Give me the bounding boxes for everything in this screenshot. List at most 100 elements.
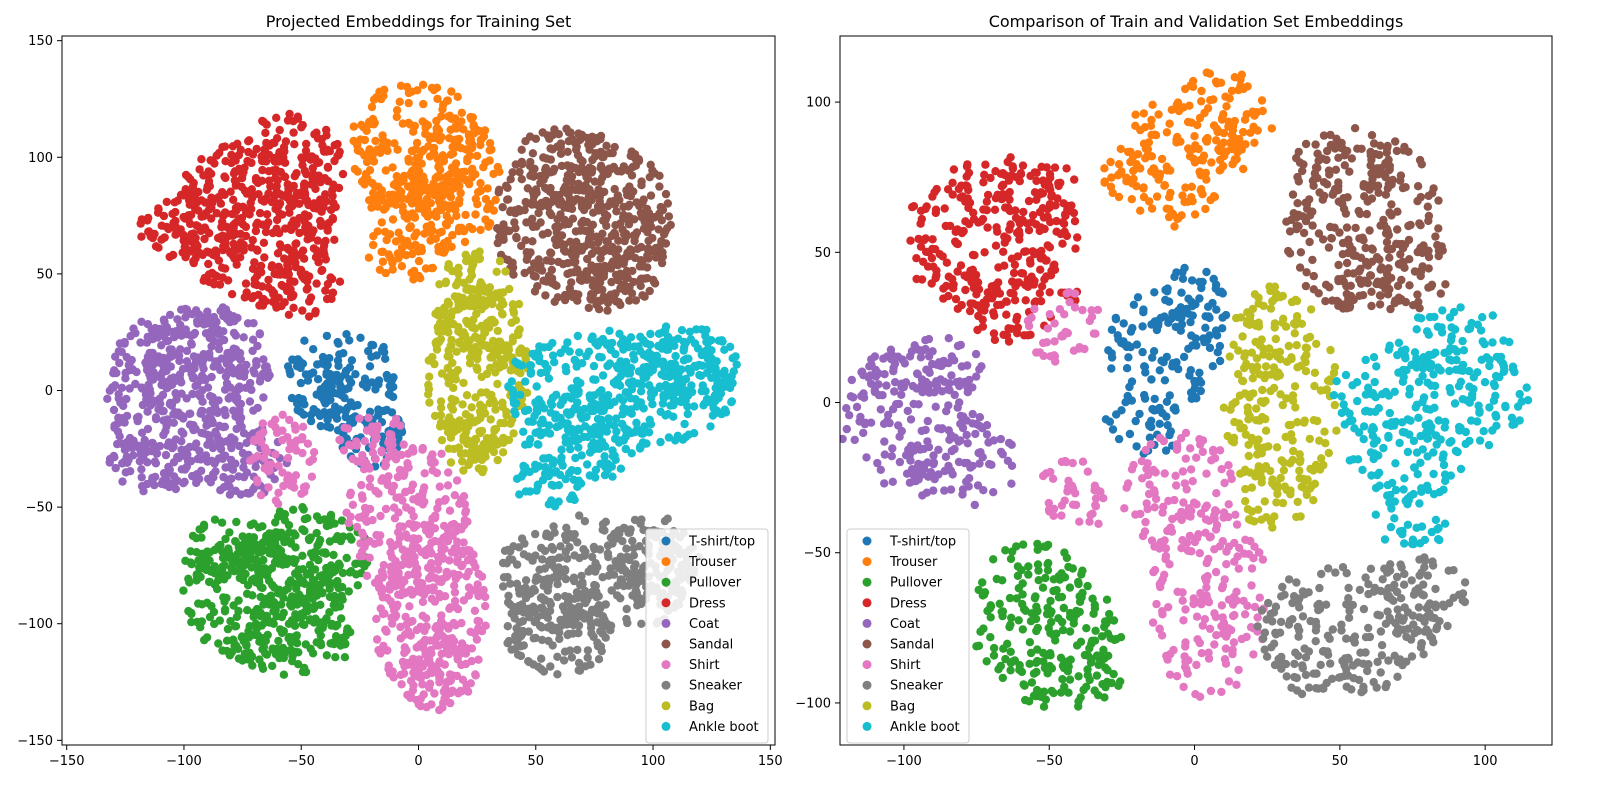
data-point bbox=[461, 410, 471, 419]
data-point bbox=[276, 625, 285, 634]
data-point bbox=[632, 198, 641, 207]
data-point bbox=[240, 637, 249, 646]
data-point bbox=[214, 542, 223, 551]
data-point bbox=[322, 614, 331, 623]
data-point bbox=[606, 264, 616, 273]
data-point bbox=[396, 670, 405, 680]
data-point bbox=[575, 511, 584, 520]
data-point bbox=[403, 533, 412, 542]
data-point bbox=[473, 580, 482, 589]
data-point bbox=[498, 203, 507, 212]
data-point bbox=[166, 398, 175, 408]
data-point bbox=[399, 440, 408, 449]
data-point bbox=[501, 267, 510, 276]
data-point bbox=[189, 257, 198, 266]
data-point bbox=[417, 159, 426, 168]
data-point bbox=[521, 137, 530, 146]
data-point bbox=[248, 346, 257, 356]
data-point bbox=[352, 441, 361, 450]
data-point bbox=[348, 454, 357, 464]
data-point bbox=[126, 467, 135, 476]
data-point bbox=[299, 180, 309, 189]
data-point bbox=[300, 336, 309, 345]
data-point bbox=[342, 553, 351, 563]
data-point bbox=[449, 383, 458, 393]
data-point bbox=[302, 139, 311, 149]
data-point bbox=[258, 282, 267, 291]
data-point bbox=[460, 237, 470, 247]
data-point bbox=[456, 328, 465, 337]
data-point bbox=[296, 268, 305, 278]
data-point bbox=[427, 594, 437, 603]
series-ankle-boot bbox=[504, 322, 741, 511]
data-point bbox=[519, 427, 528, 436]
data-point bbox=[643, 251, 652, 260]
data-point bbox=[341, 407, 350, 416]
data-point bbox=[525, 361, 535, 370]
data-point bbox=[313, 236, 322, 245]
data-point bbox=[308, 649, 318, 658]
data-point bbox=[381, 625, 390, 634]
data-point bbox=[300, 400, 309, 409]
data-point bbox=[109, 405, 119, 415]
chart-title: Projected Embeddings for Training Set bbox=[266, 12, 572, 31]
data-point bbox=[231, 537, 240, 546]
data-point bbox=[353, 167, 362, 176]
data-point bbox=[286, 438, 295, 447]
data-point bbox=[448, 149, 458, 158]
data-point bbox=[220, 561, 229, 570]
data-point bbox=[439, 100, 448, 109]
data-point bbox=[485, 139, 495, 148]
data-point bbox=[377, 476, 386, 485]
data-point bbox=[224, 462, 234, 472]
data-point bbox=[219, 593, 228, 602]
data-point bbox=[393, 472, 403, 482]
data-point bbox=[386, 191, 395, 200]
data-point bbox=[396, 81, 406, 91]
data-point bbox=[137, 473, 146, 482]
data-point bbox=[292, 639, 302, 648]
data-point bbox=[437, 132, 446, 142]
data-point bbox=[290, 140, 299, 149]
data-point bbox=[259, 642, 269, 652]
data-point bbox=[277, 210, 287, 219]
data-point bbox=[444, 112, 453, 121]
data-point bbox=[320, 147, 329, 156]
data-point bbox=[598, 229, 607, 238]
data-point bbox=[117, 347, 126, 357]
data-point bbox=[508, 300, 518, 309]
data-point bbox=[678, 435, 688, 444]
data-point bbox=[293, 112, 302, 121]
data-point bbox=[458, 400, 467, 409]
data-point bbox=[637, 515, 646, 524]
data-point bbox=[644, 381, 654, 390]
data-point bbox=[143, 458, 152, 467]
data-point bbox=[426, 228, 435, 237]
data-point bbox=[529, 171, 539, 180]
data-point bbox=[546, 408, 556, 417]
data-point bbox=[248, 236, 257, 245]
data-point bbox=[312, 279, 321, 288]
data-point bbox=[591, 465, 601, 475]
data-point bbox=[272, 428, 282, 437]
data-point bbox=[420, 497, 429, 506]
data-point bbox=[529, 660, 538, 669]
data-point bbox=[456, 449, 466, 458]
data-point bbox=[294, 660, 303, 669]
data-point bbox=[475, 427, 484, 436]
data-point bbox=[592, 137, 602, 146]
data-point bbox=[326, 408, 335, 417]
data-point bbox=[517, 534, 527, 543]
data-point bbox=[610, 289, 619, 298]
data-point bbox=[589, 375, 598, 384]
data-point bbox=[478, 281, 487, 290]
data-point bbox=[400, 589, 410, 598]
data-point bbox=[473, 616, 482, 626]
data-point bbox=[234, 398, 243, 408]
data-point bbox=[531, 551, 540, 560]
data-point bbox=[344, 383, 353, 393]
data-point bbox=[487, 145, 496, 154]
data-point bbox=[260, 145, 269, 154]
data-point bbox=[431, 173, 440, 183]
data-point bbox=[607, 277, 616, 287]
